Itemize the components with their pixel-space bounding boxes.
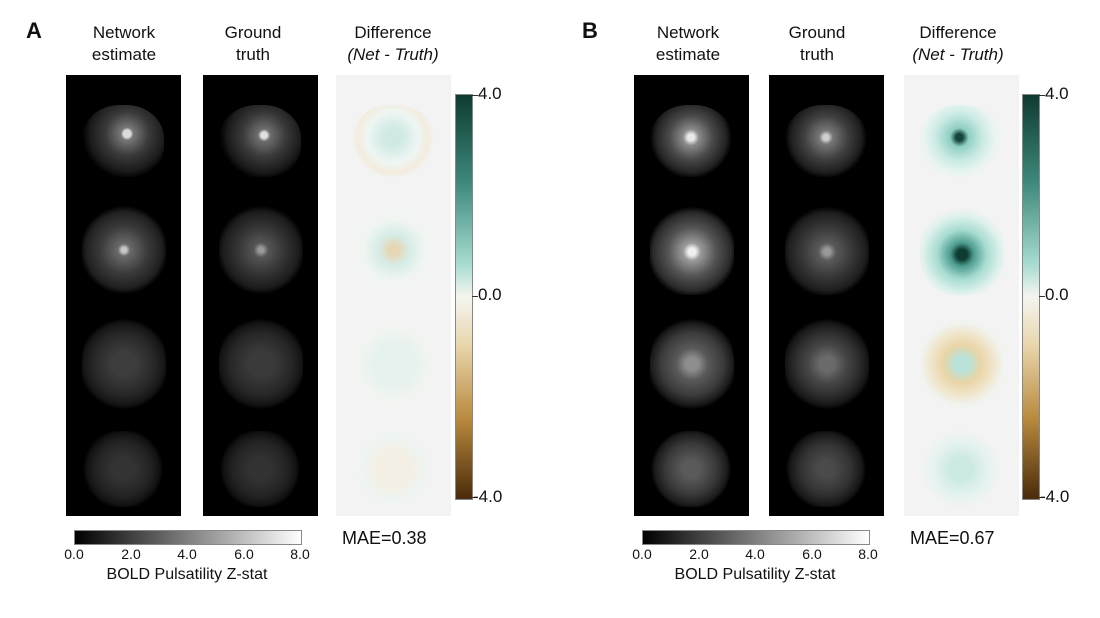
- colorbar-tick-mid: 0.0: [1045, 285, 1069, 304]
- brain-slice-image: [920, 317, 1004, 411]
- colorbar-tick: [472, 497, 478, 498]
- grayscale-tick: 8.0: [858, 546, 878, 562]
- grayscale-tick: 6.0: [234, 546, 254, 562]
- difference-image-strip: [336, 75, 451, 516]
- colorbar-tick: [472, 296, 478, 297]
- brain-slice-image: [219, 317, 303, 411]
- col-title-ground-truth: Ground truth: [224, 23, 282, 64]
- panel-b: B Network estimate Ground truth Differen…: [550, 0, 1100, 618]
- grayscale-colorbar-label: BOLD Pulsatility Z-stat: [674, 566, 836, 583]
- grayscale-colorbar: [642, 530, 870, 545]
- colorbar-tick-mid: 0.0: [478, 285, 502, 304]
- panel-a: A Network estimate Ground truth Differen…: [26, 18, 503, 583]
- colorbar-tick: [1039, 95, 1045, 96]
- brain-slice-image: [650, 205, 734, 295]
- difference-image-strip: [904, 75, 1019, 516]
- brain-slice-image: [219, 431, 301, 507]
- brain-slice-image: [352, 431, 434, 507]
- brain-slice-image: [785, 205, 869, 295]
- grayscale-colorbar-label: BOLD Pulsatility Z-stat: [106, 566, 268, 583]
- col-title-difference: Difference (Net - Truth): [347, 23, 439, 64]
- brain-slice-image: [650, 317, 734, 411]
- brain-slice-image: [785, 317, 869, 411]
- grayscale-tick: 2.0: [689, 546, 709, 562]
- brain-slice-image: [219, 105, 301, 177]
- grayscale-tick: 2.0: [121, 546, 141, 562]
- colorbar-tick-max: 4.0: [478, 84, 502, 103]
- panel-letter: A: [26, 18, 42, 43]
- brain-slice-image: [82, 431, 164, 507]
- col-title-ground-truth: Ground truth: [788, 23, 846, 64]
- colorbar-tick-max: 4.0: [1045, 84, 1069, 103]
- brain-slice-image: [352, 105, 434, 177]
- brain-slice-image: [920, 105, 1002, 177]
- brain-slice-image: [82, 105, 164, 177]
- grayscale-tick: 0.0: [632, 546, 652, 562]
- mae-value: MAE=0.67: [910, 528, 995, 548]
- ground-truth-image-strip: [203, 75, 318, 516]
- colorbar-tick: [1039, 296, 1045, 297]
- col-title-network-estimate: Network estimate: [655, 23, 721, 64]
- ground-truth-image-strip: [769, 75, 884, 516]
- brain-slice-image: [650, 431, 732, 507]
- panel-letter: B: [582, 18, 598, 43]
- colorbar-tick: [1039, 497, 1045, 498]
- network-estimate-image-strip: [634, 75, 749, 516]
- col-title-difference: Difference (Net - Truth): [912, 23, 1004, 64]
- brain-slice-image: [352, 317, 436, 411]
- grayscale-tick: 4.0: [177, 546, 197, 562]
- colorbar-tick-min: -4.0: [473, 487, 503, 506]
- brain-slice-image: [785, 105, 867, 177]
- colorbar-tick-min: -4.0: [1040, 487, 1070, 506]
- brain-slice-image: [82, 317, 166, 411]
- col-title-network-estimate: Network estimate: [91, 23, 157, 64]
- grayscale-tick: 8.0: [290, 546, 310, 562]
- grayscale-tick: 6.0: [802, 546, 822, 562]
- difference-colorbar: [1022, 94, 1040, 500]
- difference-colorbar: [455, 94, 473, 500]
- brain-slice-image: [785, 431, 867, 507]
- brain-slice-image: [920, 431, 1002, 507]
- brain-slice-image: [650, 105, 732, 177]
- brain-slice-image: [219, 205, 303, 295]
- network-estimate-image-strip: [66, 75, 181, 516]
- brain-slice-image: [82, 205, 166, 295]
- brain-slice-image: [352, 205, 436, 295]
- grayscale-tick: 4.0: [745, 546, 765, 562]
- brain-slice-image: [920, 205, 1004, 295]
- mae-value: MAE=0.38: [342, 528, 427, 548]
- grayscale-colorbar: [74, 530, 302, 545]
- grayscale-tick: 0.0: [64, 546, 84, 562]
- colorbar-tick: [472, 95, 478, 96]
